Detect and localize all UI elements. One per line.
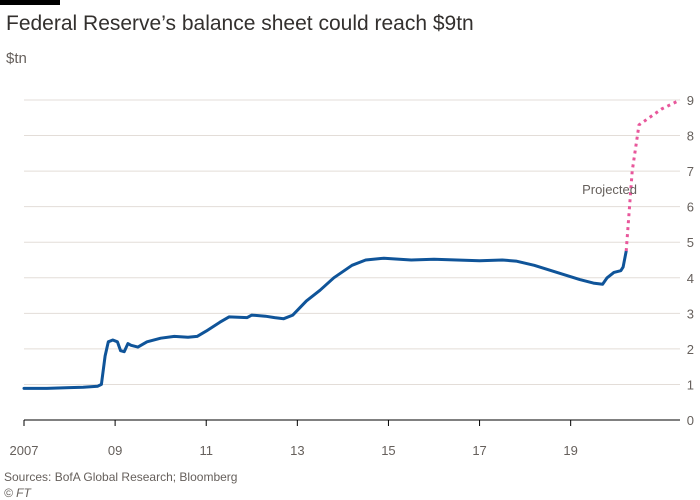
y-tick-label-4: 4 <box>687 271 694 286</box>
credit-note: © FT <box>4 486 31 500</box>
y-tick-label-5: 5 <box>687 235 694 250</box>
y-tick-label-9: 9 <box>687 93 694 108</box>
balance-sheet-series-line <box>22 249 628 390</box>
y-axis-unit: $tn <box>6 50 27 67</box>
annotations: Projected <box>582 182 637 197</box>
y-tick-label-0: 0 <box>687 413 694 428</box>
y-tick-label-7: 7 <box>687 164 694 179</box>
y-tick-labels: 0 1 2 3 4 5 6 7 8 9 <box>687 93 694 428</box>
x-tick-label-19: 19 <box>563 443 577 458</box>
x-tick-label-17: 17 <box>472 443 486 458</box>
chart-title: Federal Reserve’s balance sheet could re… <box>6 12 474 35</box>
y-tick-label-8: 8 <box>687 129 694 144</box>
y-tick-label-3: 3 <box>687 306 694 321</box>
x-tick-label-2007: 2007 <box>10 443 39 458</box>
y-tick-label-1: 1 <box>687 377 694 392</box>
projected-label: Projected <box>582 182 637 197</box>
top-rule <box>0 0 60 5</box>
x-tick-label-15: 15 <box>381 443 395 458</box>
y-tick-label-2: 2 <box>687 342 694 357</box>
series-lines <box>22 98 681 390</box>
x-tick-label-11: 11 <box>199 443 213 458</box>
projected-series-line <box>624 98 681 252</box>
y-tick-label-6: 6 <box>687 200 694 215</box>
x-axis: 2007 09 11 13 15 17 19 <box>10 420 578 458</box>
x-tick-label-13: 13 <box>290 443 304 458</box>
x-tick-label-09: 09 <box>108 443 122 458</box>
source-note: Sources: BofA Global Research; Bloomberg <box>4 470 238 484</box>
gridlines <box>24 99 680 421</box>
